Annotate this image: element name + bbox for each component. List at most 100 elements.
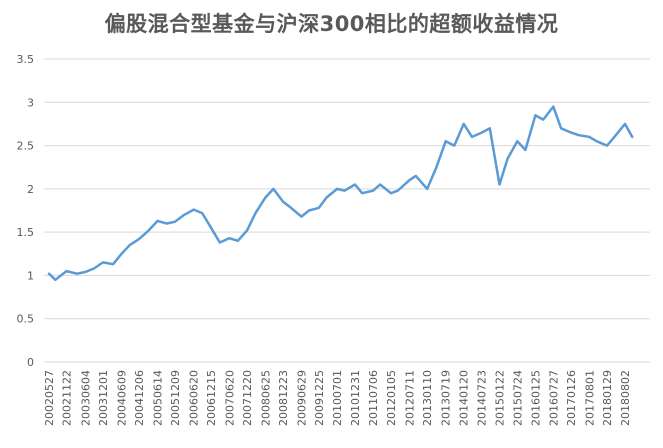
gridlines — [44, 58, 650, 363]
data-point — [415, 175, 417, 177]
x-tick-label: 20080625 — [259, 370, 272, 426]
x-tick-label: 20170801 — [583, 370, 596, 426]
data-point — [481, 132, 483, 134]
data-point — [193, 209, 195, 211]
x-tick-label: 20051209 — [169, 370, 182, 426]
x-tick-label: 20081223 — [277, 370, 290, 426]
x-tick-label: 20120105 — [385, 370, 398, 426]
y-tick-label: 0.5 — [17, 313, 35, 326]
data-point — [148, 229, 150, 231]
chart-title: 偏股混合型基金与沪深300相比的超额收益情况 — [104, 12, 559, 36]
y-tick-label: 2 — [27, 183, 34, 196]
data-point — [613, 136, 616, 138]
data-point — [552, 106, 554, 108]
x-tick-label: 20091225 — [313, 370, 326, 426]
data-point — [534, 114, 537, 116]
data-point — [471, 136, 473, 138]
data-point — [631, 136, 633, 138]
data-point — [507, 158, 509, 160]
data-point — [516, 140, 518, 142]
x-tick-label: 20120711 — [403, 370, 416, 426]
data-point — [435, 166, 437, 168]
data-point — [84, 271, 86, 273]
data-point — [361, 192, 363, 194]
data-point — [379, 183, 381, 186]
x-tick-label: 20110706 — [367, 370, 380, 426]
x-tick-label: 20180802 — [619, 370, 632, 426]
y-tick-label: 0 — [27, 356, 34, 369]
x-tick-label: 20060620 — [188, 370, 201, 426]
data-point — [408, 179, 410, 181]
y-axis-tick-labels: 0 0.5 1 1.5 2 2.5 3 3.5 — [17, 53, 35, 369]
x-tick-label: 20020527 — [43, 370, 56, 426]
data-point — [129, 244, 131, 246]
data-point — [102, 261, 104, 263]
x-tick-label: 20101231 — [349, 370, 362, 426]
data-point — [588, 136, 590, 138]
x-tick-label: 20160125 — [529, 370, 542, 426]
data-point — [237, 240, 239, 242]
x-tick-label: 20090629 — [295, 370, 308, 426]
data-point — [489, 127, 491, 129]
x-tick-label: 20021122 — [60, 370, 73, 426]
data-point — [300, 216, 302, 218]
data-point — [65, 270, 67, 272]
x-tick-label: 20160727 — [547, 370, 560, 426]
y-tick-label: 1.5 — [17, 226, 35, 239]
x-tick-label: 20170126 — [565, 370, 578, 426]
x-tick-label: 20041206 — [133, 370, 146, 426]
y-tick-label: 3.5 — [17, 53, 35, 66]
data-point — [624, 123, 626, 125]
series-line — [47, 105, 634, 282]
data-point — [560, 127, 562, 129]
data-point — [372, 190, 374, 192]
x-axis-tick-labels: 20020527 20021122 20030604 20031201 20040609… — [43, 370, 632, 426]
data-point — [290, 207, 292, 209]
data-point — [336, 188, 338, 190]
data-point — [354, 183, 356, 186]
data-point — [426, 188, 428, 190]
x-tick-label: 20070620 — [223, 370, 236, 426]
x-tick-label: 20140723 — [476, 370, 489, 426]
y-tick-label: 3 — [27, 96, 34, 109]
data-point — [219, 241, 221, 244]
data-point — [210, 227, 212, 229]
data-point — [308, 209, 310, 212]
x-tick-label: 20050614 — [152, 370, 165, 426]
data-point — [93, 267, 95, 270]
y-tick-label: 2.5 — [17, 140, 35, 153]
data-point — [318, 207, 320, 209]
data-point — [254, 212, 257, 214]
data-point — [264, 196, 266, 199]
data-point — [48, 273, 50, 275]
data-point — [120, 253, 123, 255]
data-point — [76, 273, 78, 275]
data-point — [272, 188, 274, 190]
data-point — [228, 237, 230, 239]
data-point — [201, 212, 203, 214]
data-point — [542, 119, 544, 121]
x-tick-label: 20130719 — [440, 370, 453, 426]
x-tick-label: 20100701 — [331, 370, 344, 426]
data-point — [174, 221, 176, 223]
x-tick-label: 20071220 — [241, 370, 254, 426]
x-tick-label: 20061215 — [205, 370, 218, 426]
data-point — [112, 263, 114, 265]
data-point — [445, 140, 447, 142]
data-point — [606, 145, 608, 147]
data-point — [282, 201, 284, 203]
data-point — [453, 145, 455, 147]
data-point — [138, 238, 140, 240]
x-tick-label: 20030604 — [79, 370, 92, 426]
data-point — [54, 279, 57, 281]
x-tick-label: 20150122 — [493, 370, 506, 426]
x-tick-label: 20031201 — [97, 370, 110, 426]
data-point — [463, 123, 465, 125]
data-point — [570, 132, 572, 134]
data-point — [326, 196, 328, 199]
y-tick-label: 1 — [27, 269, 34, 282]
data-point — [183, 214, 185, 216]
data-point — [344, 190, 346, 192]
